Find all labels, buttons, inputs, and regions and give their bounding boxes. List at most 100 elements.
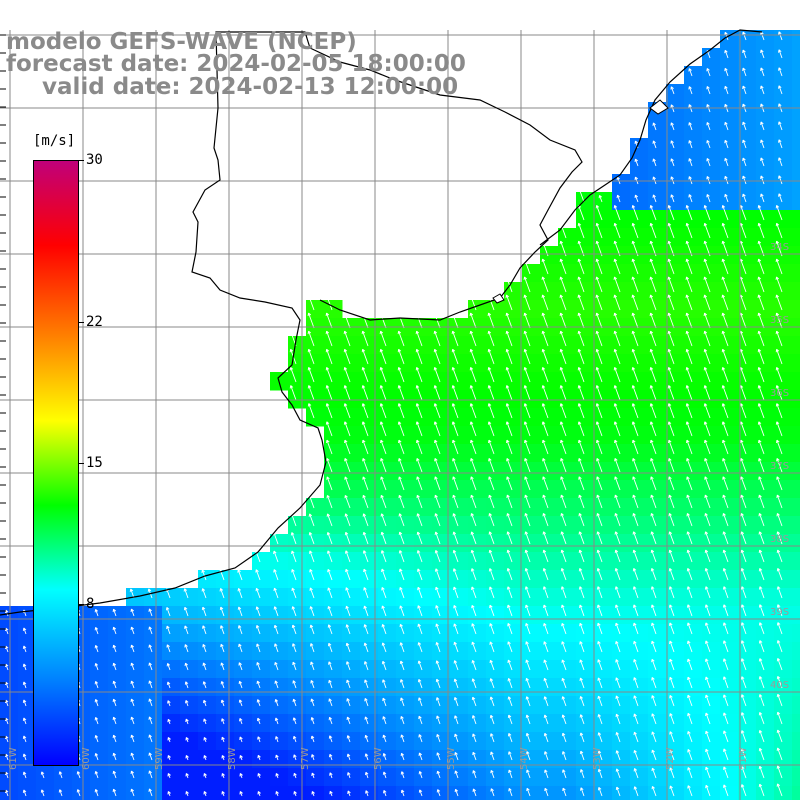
wind-speed-cell	[198, 714, 217, 733]
wind-arrow	[220, 643, 225, 653]
wind-arrow	[345, 605, 351, 617]
wind-speed-cell	[0, 678, 19, 697]
wind-speed-cell	[270, 624, 289, 643]
wind-arrow	[452, 531, 459, 545]
wind-arrow	[469, 403, 477, 419]
wind-speed-cell	[414, 750, 433, 769]
wind-arrow	[579, 604, 585, 617]
wind-speed-cell	[612, 498, 631, 517]
wind-speed-cell	[576, 750, 595, 769]
wind-speed-cell	[396, 552, 415, 571]
wind-arrow	[451, 348, 459, 365]
wind-arrow	[469, 366, 477, 383]
wind-speed-cell	[666, 732, 685, 751]
wind-arrow	[757, 330, 765, 347]
wind-speed-cell	[216, 570, 235, 589]
wind-arrow	[650, 512, 657, 527]
wind-arrow	[433, 312, 441, 329]
wind-arrow	[237, 569, 243, 581]
wind-arrow	[614, 586, 621, 599]
wind-arrow	[544, 751, 549, 761]
wind-speed-cell	[378, 390, 397, 409]
wind-speed-cell	[540, 570, 559, 589]
wind-speed-cell	[684, 174, 703, 193]
wind-arrow	[185, 773, 189, 779]
wind-speed-cell	[756, 390, 775, 409]
wind-arrow	[667, 204, 675, 221]
wind-arrow	[542, 567, 549, 581]
wind-arrow	[328, 698, 333, 707]
wind-speed-cell	[306, 390, 325, 409]
wind-speed-cell	[414, 444, 433, 463]
wind-speed-cell	[378, 750, 397, 769]
wind-arrow	[148, 734, 153, 743]
wind-speed-cell	[648, 570, 667, 589]
wind-arrow	[705, 766, 711, 779]
coastline-path	[0, 31, 583, 616]
wind-arrow	[416, 494, 423, 509]
wind-speed-cell	[594, 336, 613, 355]
wind-speed-cell	[702, 120, 721, 139]
wind-speed-cell	[594, 264, 613, 283]
wind-speed-cell	[288, 624, 307, 643]
wind-speed-cell	[540, 606, 559, 625]
colorbar-tick-mark	[79, 463, 84, 464]
wind-arrow	[757, 385, 765, 401]
wind-arrow	[685, 385, 693, 401]
wind-speed-cell	[666, 516, 685, 535]
wind-arrow	[487, 330, 495, 347]
wind-speed-cell	[378, 444, 397, 463]
wind-arrow	[167, 773, 171, 779]
wind-arrow	[595, 276, 603, 293]
wind-speed-cell	[486, 786, 505, 800]
wind-arrow	[487, 294, 495, 311]
wind-arrow	[614, 458, 621, 473]
wind-arrow	[94, 680, 99, 689]
wind-speed-cell	[522, 264, 541, 283]
wind-speed-cell	[198, 768, 217, 787]
wind-speed-cell	[594, 660, 613, 679]
wind-speed-cell	[504, 552, 523, 571]
wind-arrow	[433, 330, 441, 347]
wind-speed-cell	[648, 534, 667, 553]
wind-speed-cell	[774, 156, 793, 175]
latitude-label: 40S	[770, 680, 789, 691]
wind-arrow	[669, 658, 675, 671]
wind-arrow	[560, 494, 567, 509]
wind-speed-cell	[738, 264, 757, 283]
wind-speed-cell	[792, 786, 800, 800]
wind-arrow	[471, 623, 477, 635]
wind-arrow	[361, 403, 369, 419]
wind-speed-cell	[198, 678, 217, 697]
wind-speed-cell	[360, 696, 379, 715]
wind-arrow	[686, 494, 693, 509]
wind-speed-cell	[630, 426, 649, 445]
wind-arrow	[291, 550, 297, 563]
wind-arrow	[526, 769, 531, 779]
wind-speed-cell	[234, 570, 253, 589]
wind-arrow	[757, 258, 765, 275]
wind-arrow	[649, 276, 657, 293]
wind-arrow	[525, 604, 531, 617]
wind-speed-cell	[558, 390, 577, 409]
wind-arrow	[687, 749, 693, 761]
wind-speed-cell	[702, 48, 721, 67]
wind-speed-cell	[144, 750, 163, 769]
wind-speed-cell	[684, 588, 703, 607]
wind-arrow	[381, 605, 387, 617]
wind-arrow	[652, 122, 657, 131]
wind-speed-cell	[774, 750, 793, 769]
wind-arrow	[525, 714, 531, 725]
wind-arrow	[705, 658, 711, 671]
wind-arrow	[292, 661, 297, 671]
wind-speed-cell	[630, 606, 649, 625]
wind-speed-cell	[486, 606, 505, 625]
wind-arrow	[705, 676, 711, 689]
colorbar-tick-mark	[79, 321, 84, 323]
wind-arrow	[541, 385, 549, 401]
wind-arrow	[597, 695, 603, 707]
wind-arrow	[776, 549, 783, 563]
map-title-model: modelo GEFS-WAVE (NCEP)	[6, 29, 357, 55]
wind-arrow	[381, 642, 387, 653]
wind-speed-cell	[216, 750, 235, 769]
